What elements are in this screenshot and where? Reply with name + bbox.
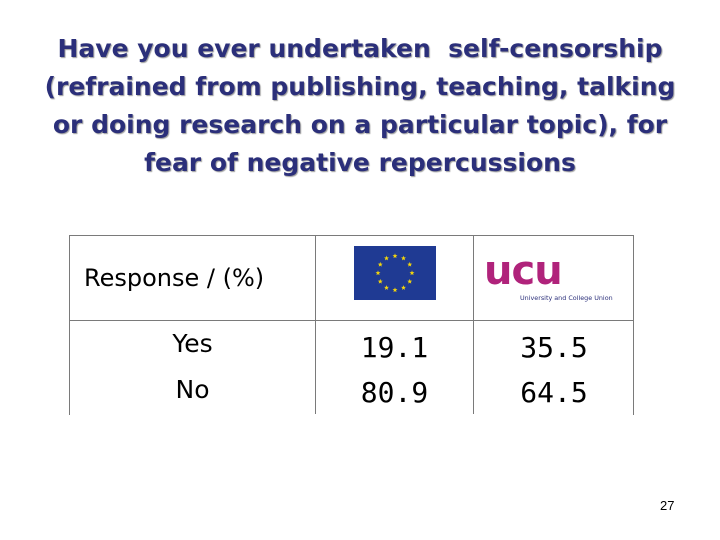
row-label-yes: Yes bbox=[172, 329, 213, 358]
column-divider bbox=[473, 236, 474, 414]
ucu-logo-text: ucu bbox=[484, 250, 562, 294]
eu-star-icon bbox=[407, 278, 413, 284]
ucu-logo-subtitle: University and College Union bbox=[520, 294, 613, 302]
cell-no-eu: 80.9 bbox=[360, 376, 429, 409]
table-row: No 80.9 64.5 bbox=[70, 367, 633, 415]
eu-star-icon bbox=[401, 285, 406, 290]
table-header-row: Response / (%) ucu University and Colleg… bbox=[70, 236, 633, 321]
title-line-2: (refrained from publishing, teaching, ta… bbox=[44, 72, 676, 101]
eu-star-icon bbox=[384, 255, 389, 261]
eu-flag-icon bbox=[354, 246, 436, 300]
response-table: Response / (%) ucu University and Colleg… bbox=[69, 235, 634, 415]
column-divider bbox=[315, 236, 316, 414]
cell-yes-eu: 19.1 bbox=[360, 331, 429, 364]
table-row: Yes 19.1 35.5 bbox=[70, 321, 633, 367]
slide-title: Have you ever undertaken self-censorship… bbox=[20, 30, 700, 182]
eu-star-icon bbox=[401, 255, 406, 261]
row-label-no: No bbox=[175, 375, 210, 404]
title-line-3: or doing research on a particular topic)… bbox=[52, 110, 668, 139]
eu-star-icon bbox=[375, 270, 381, 276]
eu-star-icon bbox=[384, 285, 389, 290]
eu-star-icon bbox=[377, 278, 383, 284]
eu-star-icon bbox=[407, 261, 413, 267]
cell-yes-ucu: 35.5 bbox=[520, 331, 588, 364]
title-line-1: Have you ever undertaken self-censorship bbox=[57, 34, 663, 63]
eu-star-icon bbox=[377, 261, 383, 267]
title-line-4: fear of negative repercussions bbox=[144, 148, 576, 177]
eu-star-icon bbox=[392, 287, 398, 293]
eu-star-icon bbox=[409, 270, 415, 276]
response-header-label: Response / (%) bbox=[84, 264, 265, 292]
cell-no-ucu: 64.5 bbox=[520, 376, 588, 409]
page-number: 27 bbox=[660, 498, 675, 513]
eu-star-icon bbox=[392, 253, 398, 259]
ucu-logo: ucu University and College Union bbox=[484, 250, 613, 302]
